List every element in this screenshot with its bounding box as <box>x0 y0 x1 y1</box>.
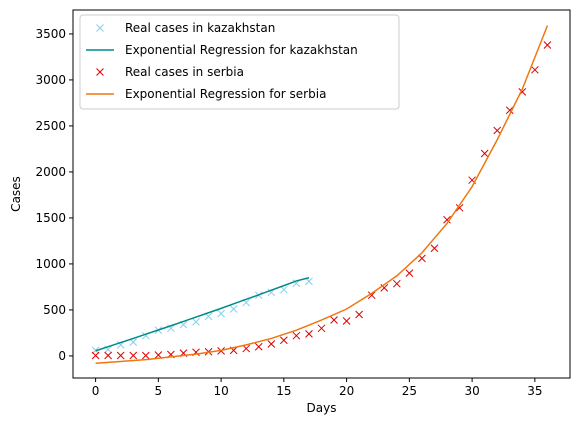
data-point <box>355 310 364 319</box>
data-point <box>104 351 112 360</box>
x-axis: 0 5 10 15 20 25 30 35 <box>92 378 542 398</box>
data-point <box>330 316 338 324</box>
data-point <box>480 149 489 158</box>
data-point <box>392 279 401 288</box>
data-point <box>292 331 301 340</box>
y-tick-label: 3000 <box>35 73 66 87</box>
data-point <box>531 65 539 74</box>
x-tick-label: 15 <box>276 384 291 398</box>
data-point <box>317 324 326 333</box>
series-line <box>95 276 310 352</box>
series-line <box>95 25 549 365</box>
data-point <box>305 329 313 338</box>
series-2 <box>91 41 552 360</box>
legend: Real cases in kazakhstan Exponential Regr… <box>79 14 400 110</box>
data-point <box>418 254 426 263</box>
series-0 <box>91 277 313 355</box>
x-tick-label: 20 <box>339 384 354 398</box>
x-tick-label: 5 <box>155 384 163 398</box>
data-point <box>443 215 451 224</box>
data-point <box>505 106 514 115</box>
y-tick-label: 2500 <box>35 119 66 133</box>
x-axis-label: Days <box>307 401 337 415</box>
data-point <box>405 269 414 277</box>
x-tick-label: 35 <box>527 384 542 398</box>
data-point <box>342 317 351 325</box>
legend-label: Exponential Regression for kazakhstan <box>125 43 358 57</box>
y-tick-label: 2000 <box>35 165 66 179</box>
data-point <box>493 126 502 135</box>
data-point <box>430 244 439 253</box>
y-axis-label: Cases <box>9 176 23 212</box>
data-point <box>267 340 276 348</box>
data-point <box>242 344 251 353</box>
series-3 <box>95 25 549 365</box>
data-point <box>455 203 464 212</box>
plot-area <box>91 25 552 365</box>
data-point <box>279 336 288 345</box>
legend-item: Real cases in kazakhstan <box>96 21 275 35</box>
data-point <box>217 309 225 318</box>
series-1 <box>95 276 310 352</box>
y-tick-label: 1000 <box>35 257 66 271</box>
data-point <box>129 351 138 360</box>
legend-item: Exponential Regression for serbia <box>86 87 326 101</box>
data-point <box>229 305 238 313</box>
x-tick-label: 30 <box>464 384 479 398</box>
legend-item: Real cases in serbia <box>96 65 244 79</box>
x-tick-label: 10 <box>213 384 228 398</box>
data-point <box>192 318 200 326</box>
x-tick-label: 25 <box>402 384 417 398</box>
legend-label: Exponential Regression for serbia <box>125 87 326 101</box>
data-point <box>279 285 288 294</box>
y-tick-label: 3500 <box>35 27 66 41</box>
y-tick-label: 0 <box>58 349 66 363</box>
legend-box <box>79 14 400 110</box>
data-point <box>254 342 263 351</box>
legend-label: Real cases in kazakhstan <box>125 21 275 35</box>
data-point <box>91 351 100 360</box>
y-axis: 0 500 1000 1500 2000 2500 3000 3500 <box>35 27 73 363</box>
data-point <box>141 351 150 360</box>
data-point <box>367 291 376 300</box>
data-point <box>543 41 552 49</box>
legend-swatch <box>96 68 104 76</box>
legend-swatch <box>96 24 104 32</box>
x-tick-label: 0 <box>92 384 100 398</box>
data-point <box>116 351 125 360</box>
legend-label: Real cases in serbia <box>125 65 244 79</box>
y-tick-label: 500 <box>43 303 66 317</box>
axes-frame <box>72 9 571 379</box>
legend-item: Exponential Regression for kazakhstan <box>86 43 358 57</box>
y-tick-label: 1500 <box>35 211 66 225</box>
